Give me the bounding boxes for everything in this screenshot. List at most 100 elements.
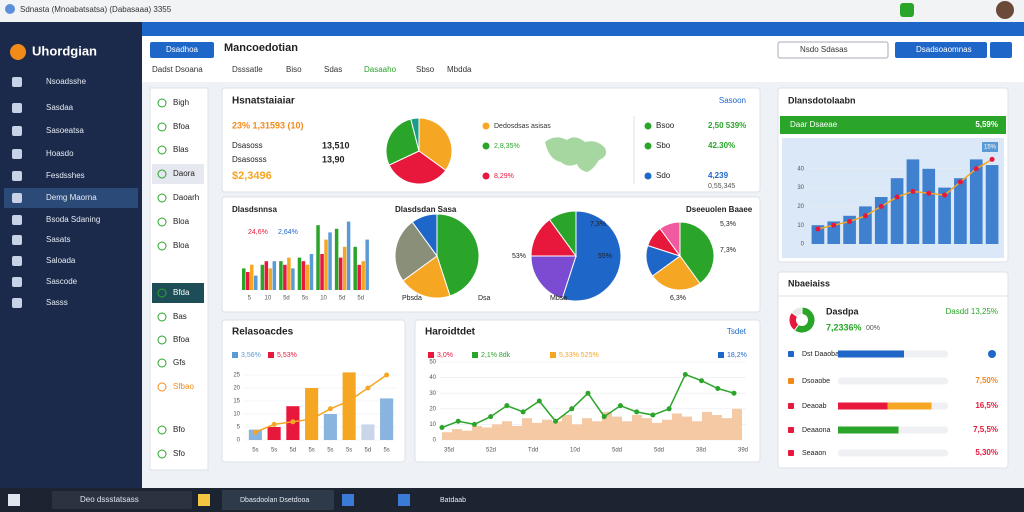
app-label[interactable]: Batdaab xyxy=(440,497,466,504)
bar xyxy=(922,168,936,244)
metric-label: Dasdpa xyxy=(826,306,860,316)
menu-item[interactable]: Demg Maorna xyxy=(46,193,97,202)
menu-item[interactable]: Sasats xyxy=(46,235,70,244)
area-bar xyxy=(562,415,572,440)
tab[interactable]: Dadst Dsoana xyxy=(152,65,203,74)
x-tick-label: 39d xyxy=(738,448,748,454)
nav-icon xyxy=(157,449,167,459)
legend-dot xyxy=(482,122,490,130)
app-icon[interactable] xyxy=(398,494,410,506)
select[interactable] xyxy=(777,41,889,59)
row-status xyxy=(988,350,996,358)
pie-slice xyxy=(548,210,577,258)
pie-label: 7,3% xyxy=(720,247,736,254)
menu-item[interactable]: Sasoeatsa xyxy=(46,126,84,135)
stat-label: Sdo xyxy=(656,171,671,180)
bar xyxy=(323,414,337,440)
tab[interactable]: Dasaaho xyxy=(364,65,397,74)
x-tick-label: 5s xyxy=(383,448,389,454)
card-link[interactable]: Sasoon xyxy=(719,96,746,105)
pie-label: 6,3% xyxy=(670,295,686,302)
search-box[interactable] xyxy=(52,491,192,509)
app-button[interactable] xyxy=(222,490,334,510)
menu-icon xyxy=(12,77,22,87)
menu-item[interactable]: Fesdsshes xyxy=(46,171,85,180)
nav-item[interactable]: Bfoa xyxy=(173,122,190,131)
menu-item[interactable]: Nsoadsshe xyxy=(46,77,87,86)
nav-item[interactable]: Blas xyxy=(173,145,189,154)
nav-item[interactable]: Sfo xyxy=(173,449,186,458)
menu-item[interactable]: Sasss xyxy=(46,298,68,307)
button-label[interactable]: Dsadsoaomnas xyxy=(916,45,972,54)
tab-title[interactable]: Sdnasta (Mnoabatsatsa) (Dabasaaa) 3355 xyxy=(20,5,172,14)
app-icon[interactable] xyxy=(342,494,354,506)
nav-item[interactable]: Bfoa xyxy=(173,335,190,344)
menu-item[interactable]: Bsoda Sdaning xyxy=(46,215,100,224)
icon-button[interactable] xyxy=(990,42,1012,58)
tab[interactable]: Sdas xyxy=(324,65,342,74)
primary-button[interactable] xyxy=(150,42,214,58)
legend-label: 3,0% xyxy=(437,352,453,359)
point xyxy=(290,419,296,425)
bar xyxy=(268,268,273,290)
nav-item[interactable]: Bloa xyxy=(173,241,190,250)
tab[interactable]: Sbso xyxy=(416,65,435,74)
menu-item[interactable]: Sasdaa xyxy=(46,103,74,112)
search-label[interactable]: Deo dssstatsass xyxy=(80,495,139,504)
nav-item[interactable]: Bigh xyxy=(173,98,189,107)
app-icon[interactable] xyxy=(198,494,210,506)
nav-item[interactable]: Gfs xyxy=(173,358,185,367)
legend-swatch xyxy=(718,352,724,358)
bar xyxy=(316,225,320,290)
area-bar xyxy=(502,421,512,440)
menu-icon xyxy=(12,298,22,308)
browser-icon xyxy=(5,4,15,14)
nav-item[interactable]: Bloa xyxy=(173,217,190,226)
menu-item[interactable]: Hoasdo xyxy=(46,149,74,158)
row-value: 16,5% xyxy=(975,401,998,410)
area-bar xyxy=(552,421,562,440)
nav-icon xyxy=(157,425,167,435)
trend-line xyxy=(817,158,993,230)
point xyxy=(910,188,916,194)
row-value: 5,30% xyxy=(975,448,998,457)
nav-item[interactable]: Bas xyxy=(173,312,187,321)
banner xyxy=(780,116,1006,134)
row-value: 7,50% xyxy=(975,376,998,385)
pie-slice xyxy=(530,255,577,300)
tab[interactable]: Dsssatle xyxy=(232,65,263,74)
x-tick-label: 5d xyxy=(357,296,364,302)
progress-track xyxy=(838,377,948,385)
card-link[interactable]: Tsdet xyxy=(727,327,747,336)
point xyxy=(634,409,640,415)
nav-item[interactable]: Daora xyxy=(173,169,195,178)
nav-item[interactable]: Sfbao xyxy=(173,382,194,391)
nav-item[interactable]: Bfo xyxy=(173,425,186,434)
bar xyxy=(246,272,250,290)
app-label[interactable]: Dbasdoolan Dsetdooa xyxy=(240,497,309,504)
button-label[interactable]: Dsadhoa xyxy=(166,45,199,54)
area-bar xyxy=(452,429,462,440)
headline: 23% 1,31593 (10) xyxy=(232,120,304,130)
progress-fill xyxy=(887,402,932,410)
bar xyxy=(346,221,351,290)
y-tick-label: 30 xyxy=(797,185,804,191)
menu-item[interactable]: Sascode xyxy=(46,277,78,286)
menu-item[interactable]: Saloada xyxy=(46,256,76,265)
action-button[interactable] xyxy=(895,42,987,58)
area-bar xyxy=(442,432,452,440)
nav-item[interactable]: Bfda xyxy=(173,288,190,297)
nav-item[interactable]: Daoarh xyxy=(173,193,199,202)
chart-note: 2,64% xyxy=(278,229,298,236)
tab[interactable]: Biso xyxy=(286,65,302,74)
x-tick-label: 5s xyxy=(346,448,352,454)
tab[interactable]: Mbdda xyxy=(447,65,472,74)
x-tick-label: 5s xyxy=(252,448,258,454)
bar xyxy=(291,268,295,290)
bar xyxy=(380,398,394,440)
start-button[interactable] xyxy=(8,494,20,506)
pie-label: 5,3% xyxy=(720,221,736,228)
pie-slice xyxy=(418,117,453,172)
x-tick-label: 38d xyxy=(696,448,706,454)
select-label[interactable]: Nsdo Sdasas xyxy=(800,45,848,54)
